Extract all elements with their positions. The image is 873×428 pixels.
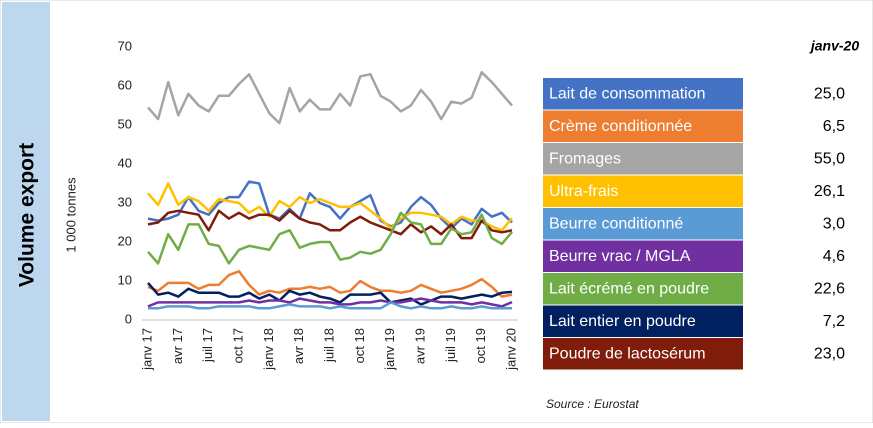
y-tick-label: 10 — [118, 272, 132, 287]
series-line — [147, 297, 513, 308]
legend-swatch — [543, 110, 743, 142]
legend-label: Poudre de lactosérum — [549, 345, 706, 362]
x-tick-label: avr 17 — [170, 328, 185, 364]
legend-value: 25,0 — [814, 85, 845, 102]
x-tick-label: janv 18 — [261, 328, 276, 371]
source: Source : Eurostat — [546, 397, 639, 411]
y-axis-title: Volume export — [16, 143, 39, 287]
series-line — [147, 71, 513, 125]
legend-label: Lait entier en poudre — [549, 313, 696, 330]
x-tick-label: avr 18 — [291, 328, 306, 364]
x-tick-label: janv 19 — [382, 328, 397, 371]
x-tick-label: oct 18 — [352, 328, 367, 363]
x-tick-label: juil 19 — [443, 328, 458, 363]
x-tick-label: janv 20 — [503, 328, 518, 371]
series-line — [147, 282, 513, 306]
legend-value: 7,2 — [823, 313, 845, 330]
series-line — [147, 270, 513, 298]
legend-swatch — [543, 175, 743, 207]
y-axis-unit: 1 000 tonnes — [63, 177, 78, 253]
legend-swatch — [543, 338, 743, 370]
legend-header: janv-20 — [809, 38, 859, 54]
y-tick-label: 30 — [118, 194, 132, 209]
legend-value: 22,6 — [814, 280, 845, 297]
x-tick-label: juil 17 — [200, 328, 215, 363]
legend-label: Lait écrémé en poudre — [549, 280, 709, 297]
x-tick-label: oct 19 — [473, 328, 488, 363]
x-tick-label: avr 19 — [412, 328, 427, 364]
y-tick-label: 50 — [118, 116, 132, 131]
legend-value: 55,0 — [814, 150, 845, 167]
legend-swatch — [543, 143, 743, 175]
y-tick-label: 70 — [118, 38, 132, 53]
side-band — [2, 2, 50, 421]
legend-label: Ultra-frais — [549, 183, 618, 200]
legend-value: 3,0 — [823, 215, 845, 232]
legend-label: Fromages — [549, 150, 621, 167]
legend-value: 23,0 — [814, 345, 845, 362]
y-tick-label: 0 — [125, 311, 132, 326]
series-line — [147, 211, 513, 265]
legend-label: Crème conditionnée — [549, 118, 692, 135]
legend-swatch — [543, 208, 743, 240]
legend-swatch — [543, 305, 743, 337]
series-line — [148, 301, 512, 310]
series-line — [147, 209, 513, 240]
legend-value: 4,6 — [823, 248, 845, 265]
x-tick-label: janv 17 — [139, 328, 154, 371]
y-tick-label: 60 — [118, 77, 132, 92]
legend-value: 26,1 — [814, 183, 845, 200]
legend-swatch — [543, 273, 743, 305]
x-tick-label: oct 17 — [230, 328, 245, 363]
legend-label: Beurre conditionné — [549, 215, 683, 232]
legend-swatch — [543, 78, 743, 110]
legend-swatch — [543, 240, 743, 272]
legend-label: Lait de consommation — [549, 85, 706, 102]
y-tick-label: 40 — [118, 155, 132, 170]
legend-label: Beurre vrac / MGLA — [549, 248, 691, 265]
x-tick-label: juil 18 — [321, 328, 336, 363]
y-tick-label: 20 — [118, 233, 132, 248]
legend-value: 6,5 — [823, 118, 845, 135]
